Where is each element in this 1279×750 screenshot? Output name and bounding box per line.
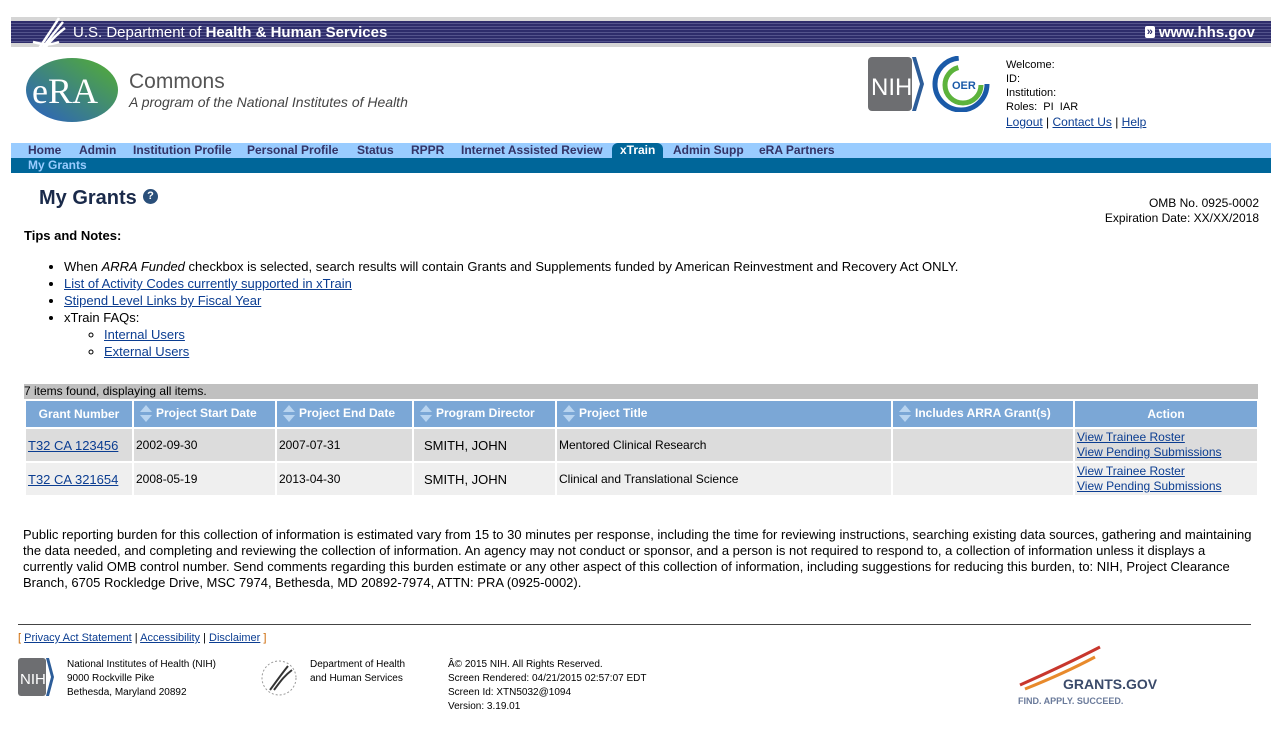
privacy-act-link[interactable]: Privacy Act Statement — [24, 632, 132, 644]
arra-value — [893, 429, 1073, 461]
omb-info: OMB No. 0925-0002 Expiration Date: XX/XX/… — [1105, 196, 1259, 226]
hhs-eagle-icon — [32, 17, 66, 53]
tips-heading: Tips and Notes: — [24, 228, 122, 243]
institution-label: Institution: — [1006, 87, 1057, 99]
logout-link[interactable]: Logout — [1006, 115, 1043, 129]
tips-list: When ARRA Funded checkbox is selected, s… — [64, 258, 958, 360]
user-info: Welcome: ID: Institution: Roles: PI IAR … — [1006, 59, 1147, 129]
table-row: T32 CA 123456 2002-09-30 2007-07-31 SMIT… — [26, 429, 1257, 461]
app-name: Commons — [129, 70, 225, 93]
start-date: 2002-09-30 — [134, 429, 275, 461]
project-title: Clinical and Translational Science — [557, 463, 891, 495]
welcome-label: Welcome: — [1006, 59, 1055, 71]
col-arra[interactable]: Includes ARRA Grant(s) — [893, 401, 1073, 427]
grants-gov-logo: GRANTS.GOV FIND. APPLY. SUCCEED. — [1018, 645, 1158, 706]
nav-status[interactable]: Status — [357, 143, 394, 157]
end-date: 2007-07-31 — [277, 429, 412, 461]
app-subtitle: A program of the National Institutes of … — [129, 94, 408, 110]
program-director: SMITH, JOHN — [414, 463, 555, 495]
nih-address: National Institutes of Health (NIH) 9000 … — [67, 659, 216, 698]
internal-users-link[interactable]: Internal Users — [104, 327, 185, 342]
svg-text:NIH: NIH — [871, 74, 912, 101]
subnav-my-grants[interactable]: My Grants — [28, 158, 87, 172]
table-row: T32 CA 321654 2008-05-19 2013-04-30 SMIT… — [26, 463, 1257, 495]
sort-icon — [563, 405, 575, 423]
page-title: My Grants — [39, 187, 137, 209]
results-count: 7 items found, displaying all items. — [24, 384, 1258, 399]
sort-icon — [140, 405, 152, 423]
nav-internet-assisted-review[interactable]: Internet Assisted Review — [461, 143, 603, 157]
svg-text:NIH: NIH — [20, 671, 46, 688]
arra-value — [893, 463, 1073, 495]
project-title: Mentored Clinical Research — [557, 429, 891, 461]
grant-number-link[interactable]: T32 CA 321654 — [28, 471, 119, 487]
stipend-levels-link[interactable]: Stipend Level Links by Fiscal Year — [64, 293, 262, 308]
nav-home[interactable]: Home — [28, 143, 62, 157]
omb-number: OMB No. 0925-0002 — [1148, 196, 1259, 210]
hhs-banner: U.S. Department of Health & Human Servic… — [11, 17, 1271, 53]
nav-personal-profile[interactable]: Personal Profile — [247, 143, 339, 157]
tip-arra: When ARRA Funded checkbox is selected, s… — [64, 258, 958, 275]
view-pending-submissions-link[interactable]: View Pending Submissions — [1077, 479, 1222, 493]
double-chevron-icon: » — [1144, 26, 1155, 38]
nav-institution-profile[interactable]: Institution Profile — [133, 143, 232, 157]
col-program-director[interactable]: Program Director — [414, 401, 555, 427]
copyright-info: Â© 2015 NIH. All Rights Reserved. Screen … — [448, 659, 647, 712]
nav-rppr[interactable]: RPPR — [411, 143, 445, 157]
col-project-title[interactable]: Project Title — [557, 401, 891, 427]
nav-admin[interactable]: Admin — [79, 143, 117, 157]
main-nav: Home Admin Institution Profile Personal … — [11, 143, 1271, 158]
era-logo: eRA — [26, 58, 118, 122]
contact-us-link[interactable]: Contact Us — [1052, 115, 1112, 129]
roles-label: Roles: PI IAR — [1006, 101, 1079, 113]
start-date: 2008-05-19 — [134, 463, 275, 495]
help-link[interactable]: Help — [1121, 115, 1147, 129]
footer-links: [ Privacy Act Statement | Accessibility … — [18, 632, 267, 644]
svg-text:OER: OER — [952, 80, 976, 92]
nih-footer-logo: NIH — [18, 658, 54, 696]
view-pending-submissions-link[interactable]: View Pending Submissions — [1077, 445, 1222, 459]
svg-text:FIND. APPLY. SUCCEED.: FIND. APPLY. SUCCEED. — [1018, 696, 1123, 706]
expiration-date: Expiration Date: XX/XX/2018 — [1104, 211, 1259, 225]
col-project-end-date[interactable]: Project End Date — [277, 401, 412, 427]
col-project-start-date[interactable]: Project Start Date — [134, 401, 275, 427]
sort-icon — [899, 405, 911, 423]
nih-logo: NIH — [868, 57, 924, 111]
view-trainee-roster-link[interactable]: View Trainee Roster — [1077, 430, 1185, 444]
col-action: Action — [1075, 401, 1257, 427]
sort-icon — [283, 405, 295, 423]
program-director: SMITH, JOHN — [414, 429, 555, 461]
hhs-seal-icon — [261, 660, 297, 696]
hhs-gov-link[interactable]: » www.hhs.gov — [1144, 24, 1255, 41]
nav-era-partners[interactable]: eRA Partners — [759, 143, 835, 157]
svg-text:GRANTS.GOV: GRANTS.GOV — [1063, 676, 1158, 692]
nav-admin-supp[interactable]: Admin Supp — [673, 143, 744, 157]
burden-statement: Public reporting burden for this collect… — [23, 527, 1252, 590]
svg-text:eRA: eRA — [32, 71, 98, 111]
hhs-name: Department of Health and Human Services — [310, 659, 406, 684]
end-date: 2013-04-30 — [277, 463, 412, 495]
oer-logo: OER — [932, 56, 990, 112]
accessibility-link[interactable]: Accessibility — [140, 632, 201, 644]
disclaimer-link[interactable]: Disclaimer — [209, 632, 261, 644]
col-grant-number[interactable]: Grant Number — [26, 401, 132, 427]
hhs-title: U.S. Department of Health & Human Servic… — [73, 24, 388, 41]
sort-icon — [420, 405, 432, 423]
sub-nav: My Grants — [11, 158, 1271, 173]
xtrain-faqs-label: xTrain FAQs: — [64, 310, 140, 325]
view-trainee-roster-link[interactable]: View Trainee Roster — [1077, 464, 1185, 478]
help-icon[interactable]: ? — [143, 189, 158, 204]
id-label: ID: — [1006, 73, 1021, 85]
external-users-link[interactable]: External Users — [104, 344, 190, 359]
activity-codes-link[interactable]: List of Activity Codes currently support… — [64, 276, 352, 291]
footer-divider — [18, 624, 1251, 625]
nav-xtrain[interactable]: xTrain — [612, 143, 664, 158]
grant-number-link[interactable]: T32 CA 123456 — [28, 437, 119, 453]
grants-table: Grant Number Project Start Date Project … — [24, 399, 1259, 497]
